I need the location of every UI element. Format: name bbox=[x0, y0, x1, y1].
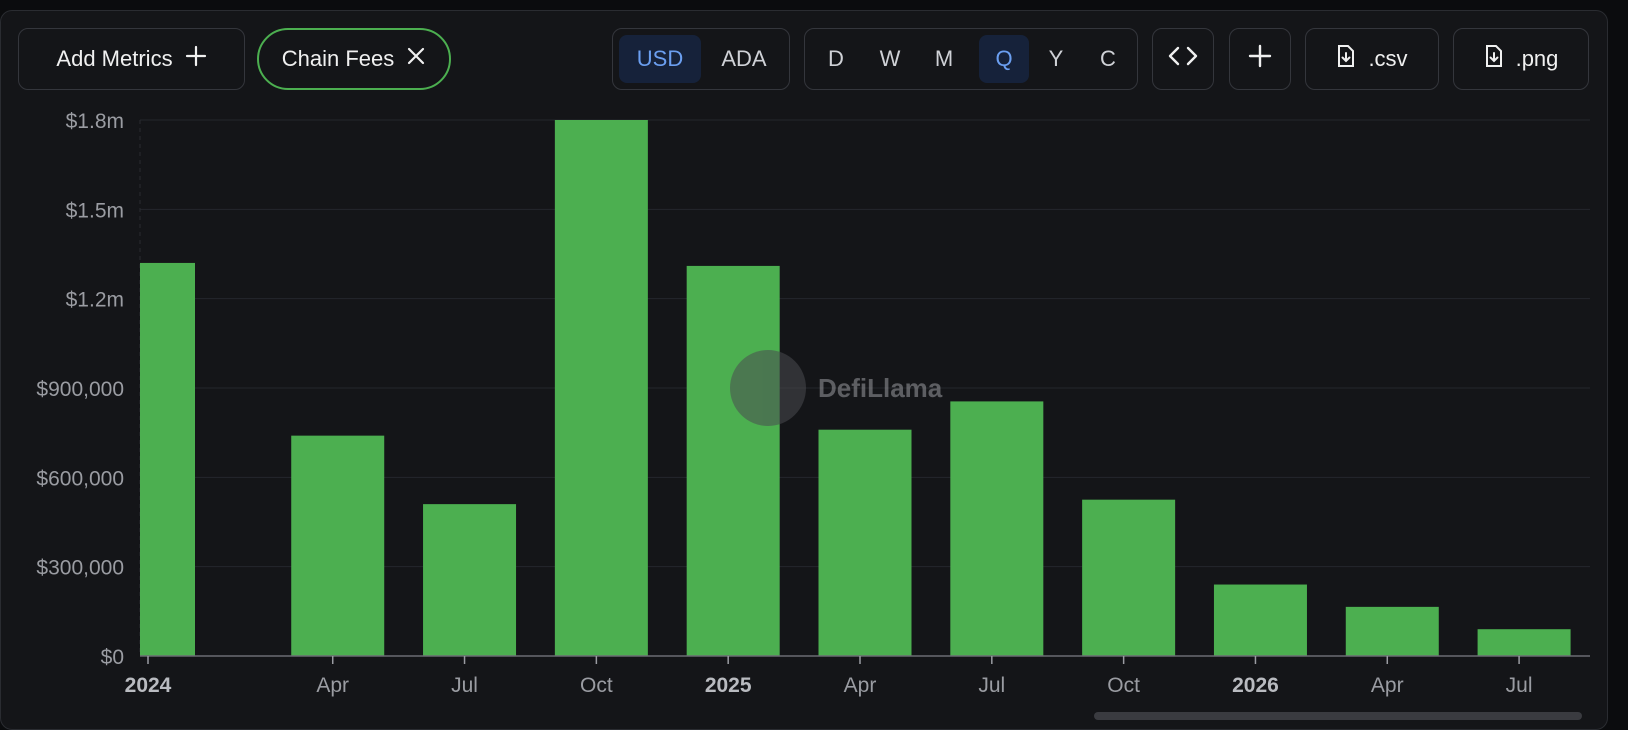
x-tick-label: 2026 bbox=[1232, 674, 1279, 697]
y-tick-label: $0 bbox=[101, 646, 124, 669]
currency-toggle: USD ADA bbox=[612, 28, 790, 90]
bar bbox=[1477, 629, 1571, 656]
x-tick-label: Apr bbox=[316, 674, 349, 697]
chip-label: Chain Fees bbox=[281, 46, 395, 71]
watermark-text: DefiLlama bbox=[818, 372, 943, 403]
bar bbox=[686, 265, 780, 656]
watermark: DefiLlama bbox=[730, 350, 942, 426]
x-tick-label: 2025 bbox=[705, 674, 752, 697]
chart-zoom-scrollbar[interactable] bbox=[1094, 712, 1582, 720]
x-tick-label: Oct bbox=[1107, 674, 1140, 697]
file-download-icon bbox=[1336, 44, 1356, 74]
y-tick-label: $1.5m bbox=[66, 199, 124, 222]
plus-icon bbox=[1248, 44, 1272, 74]
period-option-m[interactable]: M bbox=[934, 46, 954, 71]
embed-button[interactable] bbox=[1152, 28, 1214, 90]
y-tick-label: $600,000 bbox=[36, 467, 124, 490]
add-metrics-button[interactable]: Add Metrics bbox=[18, 28, 245, 90]
download-csv-button[interactable]: .csv bbox=[1305, 28, 1439, 90]
bar bbox=[291, 435, 385, 656]
bar bbox=[818, 429, 912, 656]
bar bbox=[140, 262, 195, 656]
period-option-q[interactable]: Q bbox=[979, 35, 1029, 83]
add-metrics-label: Add Metrics bbox=[56, 46, 173, 71]
currency-option-ada[interactable]: ADA bbox=[721, 46, 767, 71]
period-option-c[interactable]: C bbox=[1100, 46, 1116, 71]
x-tick-label: Jul bbox=[978, 674, 1005, 697]
x-tick-label: Oct bbox=[580, 674, 613, 697]
y-tick-label: $900,000 bbox=[36, 378, 124, 401]
y-tick-label: $1.8m bbox=[66, 110, 124, 133]
bar bbox=[950, 401, 1044, 656]
llama-logo-icon bbox=[730, 350, 806, 426]
bar bbox=[1082, 499, 1176, 656]
x-tick-label: 2024 bbox=[125, 674, 172, 697]
x-tick-label: Jul bbox=[1506, 674, 1533, 697]
bar bbox=[423, 504, 517, 656]
plus-icon bbox=[185, 45, 207, 73]
metric-chip-chain-fees[interactable]: Chain Fees bbox=[257, 28, 451, 90]
x-tick-label: Apr bbox=[844, 674, 877, 697]
bar bbox=[1213, 584, 1307, 656]
chart-panel bbox=[0, 10, 1608, 730]
code-brackets-icon bbox=[1168, 45, 1198, 73]
csv-label: .csv bbox=[1368, 46, 1408, 71]
add-chart-button[interactable] bbox=[1229, 28, 1291, 90]
period-option-w[interactable]: W bbox=[879, 46, 901, 71]
x-tick-label: Jul bbox=[451, 674, 478, 697]
period-option-y[interactable]: Y bbox=[1048, 46, 1064, 71]
bar bbox=[554, 120, 648, 656]
file-download-icon bbox=[1484, 44, 1504, 74]
bar bbox=[1345, 606, 1439, 656]
currency-option-usd[interactable]: USD bbox=[619, 35, 701, 83]
y-tick-label: $300,000 bbox=[36, 557, 124, 580]
download-png-button[interactable]: .png bbox=[1453, 28, 1589, 90]
period-toggle: D W M Q Y C bbox=[804, 28, 1138, 90]
x-tick-label: Apr bbox=[1371, 674, 1404, 697]
period-option-d[interactable]: D bbox=[828, 46, 844, 71]
y-tick-label: $1.2m bbox=[66, 289, 124, 312]
close-icon[interactable] bbox=[406, 46, 426, 72]
png-label: .png bbox=[1515, 46, 1559, 71]
